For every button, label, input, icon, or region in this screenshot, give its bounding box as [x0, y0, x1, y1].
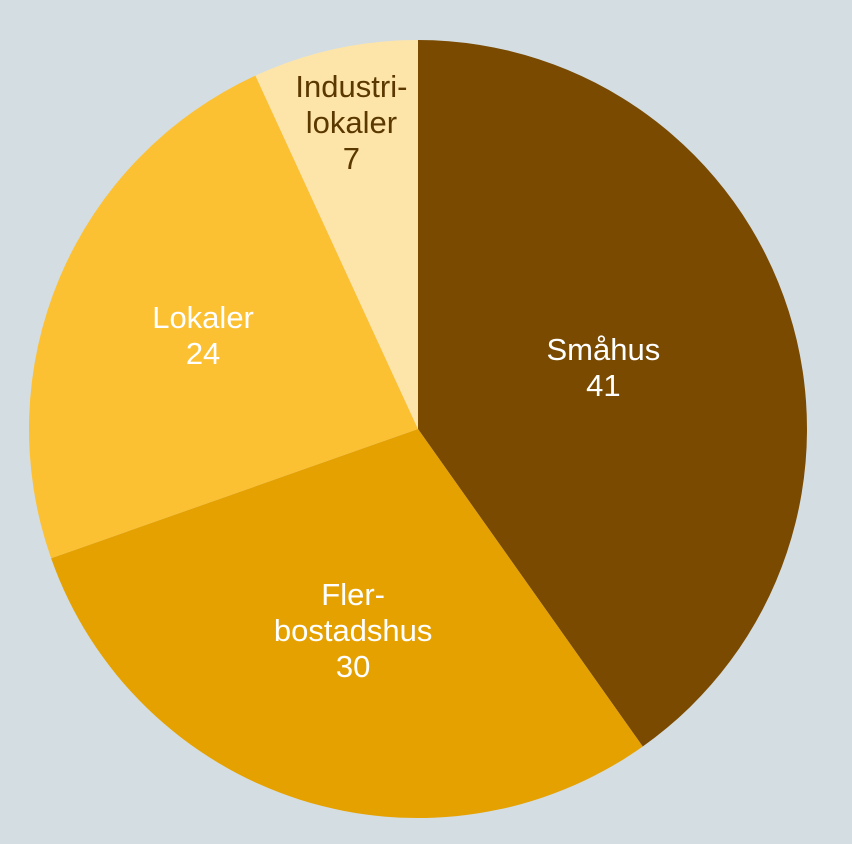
pie-slice: [28, 75, 418, 559]
pie-slice: [255, 40, 418, 429]
slice-value: 7: [343, 141, 360, 176]
pie-slice: [418, 40, 807, 747]
slice-label: Lokaler: [152, 300, 254, 335]
slice-label: Småhus: [546, 332, 660, 367]
slice-label: Fler-: [321, 577, 385, 612]
slice-label: lokaler: [306, 105, 397, 140]
pie-slice: [51, 429, 643, 819]
slice-value: 41: [586, 368, 620, 403]
slice-label: Industri-: [295, 69, 407, 104]
slice-value: 24: [186, 336, 220, 371]
slice-label: bostadshus: [274, 613, 433, 648]
slice-value: 30: [336, 649, 370, 684]
